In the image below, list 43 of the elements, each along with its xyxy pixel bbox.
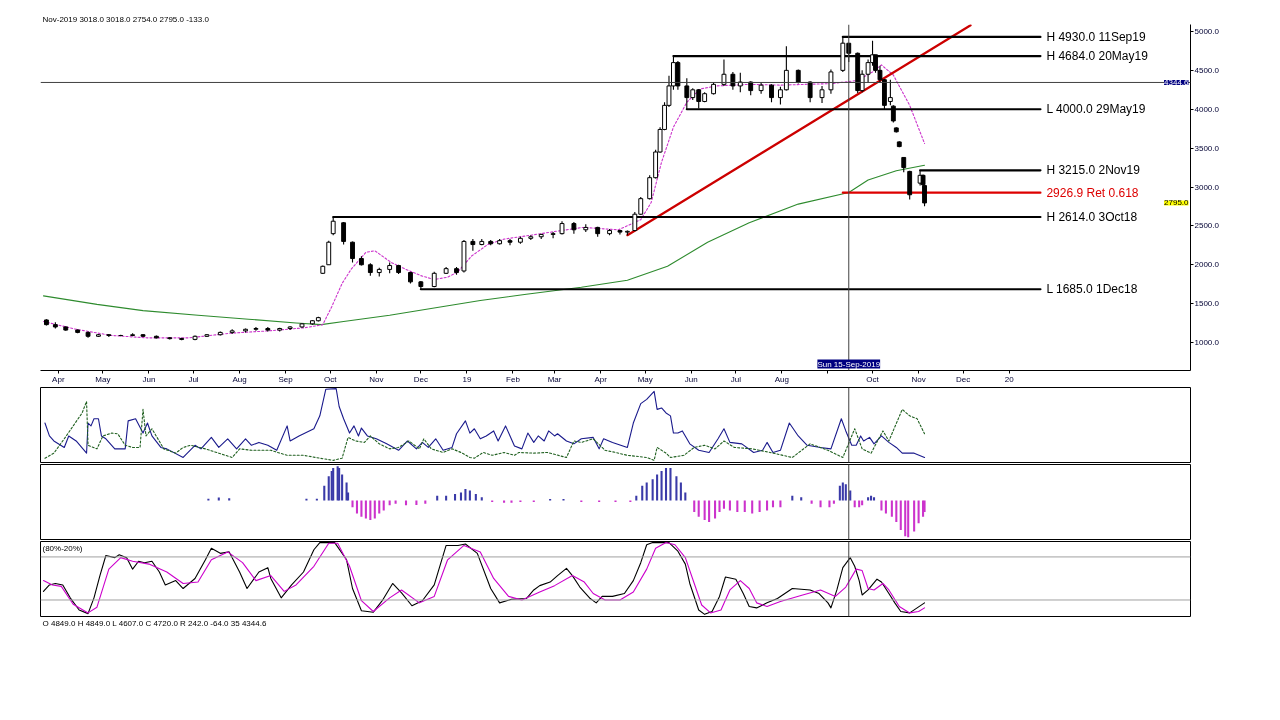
x-tick-label: Apr — [594, 374, 608, 384]
y-tick-label: 2500.0 — [1194, 221, 1220, 231]
x-tick-label: Dec — [413, 374, 428, 384]
series-label: H 4684.0 20May19 — [1046, 49, 1149, 64]
y-tick-label: 4000.0 — [1194, 104, 1220, 114]
x-tick-label: Oct — [866, 374, 880, 384]
annotation: (80%-20%) — [42, 543, 83, 553]
x-tick-label: Jul — [730, 374, 742, 384]
text: O 4849.0 H 4849.0 L 4607.0 C 4720.0 R 242.0 -64.0 35 4344.6 — [42, 619, 267, 628]
x-tick-label: Apr — [52, 374, 65, 384]
y-tick-label: 4500.0 — [1194, 65, 1220, 75]
series-label: L 1685.0 1Dec18 — [1046, 282, 1138, 297]
x-tick-label: Mar — [547, 374, 562, 384]
x-tick-label: Oct — [324, 374, 338, 384]
x-tick-label: 19 — [462, 374, 472, 384]
series-label: H 2614.0 3Oct18 — [1046, 210, 1138, 225]
x-tick-label: Jun — [142, 374, 156, 384]
y-tick-label: 2000.0 — [1194, 260, 1220, 270]
y-tick-label: 5000.0 — [1194, 27, 1220, 36]
x-tick-label: Nov — [369, 374, 384, 384]
series-label: H 4930.0 11Sep19 — [1046, 29, 1146, 44]
annotation: 2795.0 — [1164, 198, 1190, 208]
x-tick-label: May — [95, 374, 111, 384]
text: Nov-2019 3018.0 3018.0 2754.0 2795.0 -133.0 — [42, 15, 210, 24]
x-tick-label: Jun — [684, 374, 698, 384]
x-tick-label: 20 — [1004, 374, 1015, 384]
x-tick-label: Aug — [232, 374, 247, 384]
y-tick-label: 1500.0 — [1194, 299, 1220, 309]
x-tick-label: Jul — [188, 374, 199, 384]
y-tick-label: 1000.0 — [1194, 338, 1220, 348]
ref-line-label: Sun 15-Sep-2019 — [817, 359, 881, 369]
x-tick-label: Sep — [278, 374, 294, 384]
series-label: L 4000.0 29May19 — [1046, 102, 1146, 117]
series-label: H 3215.0 2Nov19 — [1046, 163, 1141, 178]
y-tick-label: 3500.0 — [1194, 143, 1220, 153]
x-tick-label: Nov — [911, 374, 926, 384]
x-tick-label: Feb — [506, 374, 521, 384]
series-label: 2926.9 Ret 0.618 — [1046, 185, 1139, 200]
x-tick-label: May — [637, 374, 653, 384]
ref-line-label: 4344.6 — [1164, 77, 1190, 87]
x-tick-label: Aug — [774, 374, 790, 384]
y-tick-label: 3000.0 — [1194, 182, 1220, 192]
x-tick-label: Dec — [956, 374, 971, 384]
